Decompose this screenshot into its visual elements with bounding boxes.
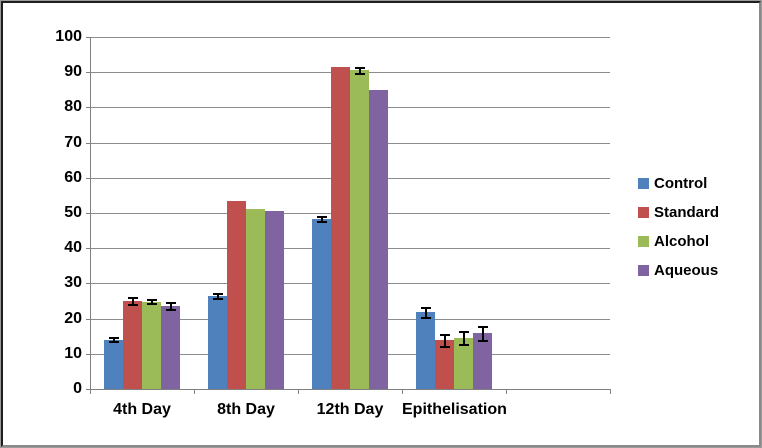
y-axis-tick [86, 389, 90, 390]
y-axis-tick [86, 143, 90, 144]
gridline [90, 37, 610, 38]
error-bar-cap-top [213, 293, 223, 295]
y-axis-tick-label: 70 [64, 134, 82, 151]
y-axis-tick-label: 40 [64, 239, 82, 256]
error-bar-line [463, 331, 465, 345]
error-bar-cap-top [421, 307, 431, 309]
x-axis-tick [298, 390, 299, 394]
error-bar-cap-bottom [317, 221, 327, 223]
x-axis-tick [610, 390, 611, 394]
error-bar-line [132, 297, 134, 305]
y-axis-tick [86, 107, 90, 108]
error-bar-cap-bottom [440, 346, 450, 348]
bar-aqueous-8th-day [265, 211, 284, 389]
bar-standard-8th-day [227, 201, 246, 389]
y-axis-tick-label: 80 [64, 98, 82, 115]
error-bar-cap-top [128, 297, 138, 299]
y-axis-tick [86, 283, 90, 284]
bar-control-4th-day [104, 340, 123, 389]
legend-swatch-standard [638, 207, 649, 218]
x-axis-category-label: 12th Day [316, 401, 384, 418]
error-bar-cap-bottom [109, 341, 119, 343]
error-bar-line [217, 293, 219, 299]
x-axis-category-label: 4th Day [113, 401, 171, 418]
bar-standard-epithelisation [435, 340, 454, 389]
error-bar-cap-top [166, 302, 176, 304]
error-bar-cap-bottom [355, 73, 365, 75]
error-bar-cap-bottom [128, 304, 138, 306]
legend-label: Standard [654, 204, 720, 221]
legend-item-standard: Standard [638, 204, 719, 221]
bar-aqueous-epithelisation [473, 333, 492, 389]
bar-alcohol-epithelisation [454, 338, 473, 389]
error-bar-cap-top [147, 299, 157, 301]
error-bar-line [482, 326, 484, 341]
error-bar-cap-bottom [421, 317, 431, 319]
error-bar-line [151, 299, 153, 304]
y-axis-tick-label: 20 [64, 310, 82, 327]
error-bar-line [444, 334, 446, 347]
error-bar-cap-top [355, 67, 365, 69]
y-axis-tick-label: 50 [64, 204, 82, 221]
legend-label: Aqueous [654, 262, 719, 279]
y-axis-tick [86, 213, 90, 214]
error-bar-cap-bottom [459, 344, 469, 346]
y-axis-line [90, 37, 91, 389]
y-axis-tick-label: 90 [64, 63, 82, 80]
y-axis-tick [86, 37, 90, 38]
y-axis-tick [86, 354, 90, 355]
bar-control-12th-day [312, 219, 331, 389]
y-axis-tick [86, 178, 90, 179]
legend-swatch-control [638, 178, 649, 189]
error-bar-cap-top [459, 331, 469, 333]
bar-alcohol-4th-day [142, 302, 161, 389]
error-bar-line [321, 216, 323, 222]
error-bar-cap-top [317, 216, 327, 218]
bar-aqueous-4th-day [161, 306, 180, 389]
error-bar-cap-top [440, 334, 450, 336]
error-bar-cap-bottom [147, 303, 157, 305]
y-axis-tick-label: 30 [64, 274, 82, 291]
error-bar-cap-bottom [166, 309, 176, 311]
error-bar-line [425, 307, 427, 318]
y-axis-tick [86, 319, 90, 320]
legend-label: Alcohol [654, 233, 709, 250]
legend-item-alcohol: Alcohol [638, 233, 709, 250]
x-axis-tick [90, 390, 91, 394]
grouped-bar-chart: 0 10 20 30 40 50 60 70 80 90 100 4th Day 8th Day 12th… [3, 3, 759, 445]
error-bar-cap-top [109, 337, 119, 339]
x-axis-category-label: 8th Day [217, 401, 275, 418]
y-axis-tick-label: 0 [73, 380, 82, 397]
legend-label: Control [654, 175, 708, 192]
y-axis-tick-label: 10 [64, 345, 82, 362]
legend-swatch-alcohol [638, 236, 649, 247]
x-axis-tick [506, 390, 507, 394]
x-axis-category-label: Epithelisation [402, 401, 507, 418]
bar-alcohol-12th-day [350, 70, 369, 389]
legend-item-aqueous: Aqueous [638, 262, 718, 279]
legend-swatch-aqueous [638, 265, 649, 276]
error-bar-cap-top [478, 326, 488, 328]
bar-standard-12th-day [331, 67, 350, 389]
bar-alcohol-8th-day [246, 209, 265, 389]
error-bar-cap-bottom [213, 298, 223, 300]
bar-standard-4th-day [123, 301, 142, 389]
y-axis-tick [86, 248, 90, 249]
x-axis-tick [402, 390, 403, 394]
y-axis-tick-label: 60 [64, 169, 82, 186]
y-axis-tick-label: 100 [55, 28, 82, 45]
bar-control-epithelisation [416, 312, 435, 389]
legend-item-control: Control [638, 175, 707, 192]
bar-aqueous-12th-day [369, 90, 388, 389]
error-bar-line [170, 302, 172, 310]
error-bar-line [113, 337, 115, 342]
x-axis-line [90, 389, 611, 390]
y-axis-tick [86, 72, 90, 73]
error-bar-cap-bottom [478, 340, 488, 342]
x-axis-tick [194, 390, 195, 394]
error-bar-line [359, 67, 361, 74]
bar-control-8th-day [208, 296, 227, 389]
